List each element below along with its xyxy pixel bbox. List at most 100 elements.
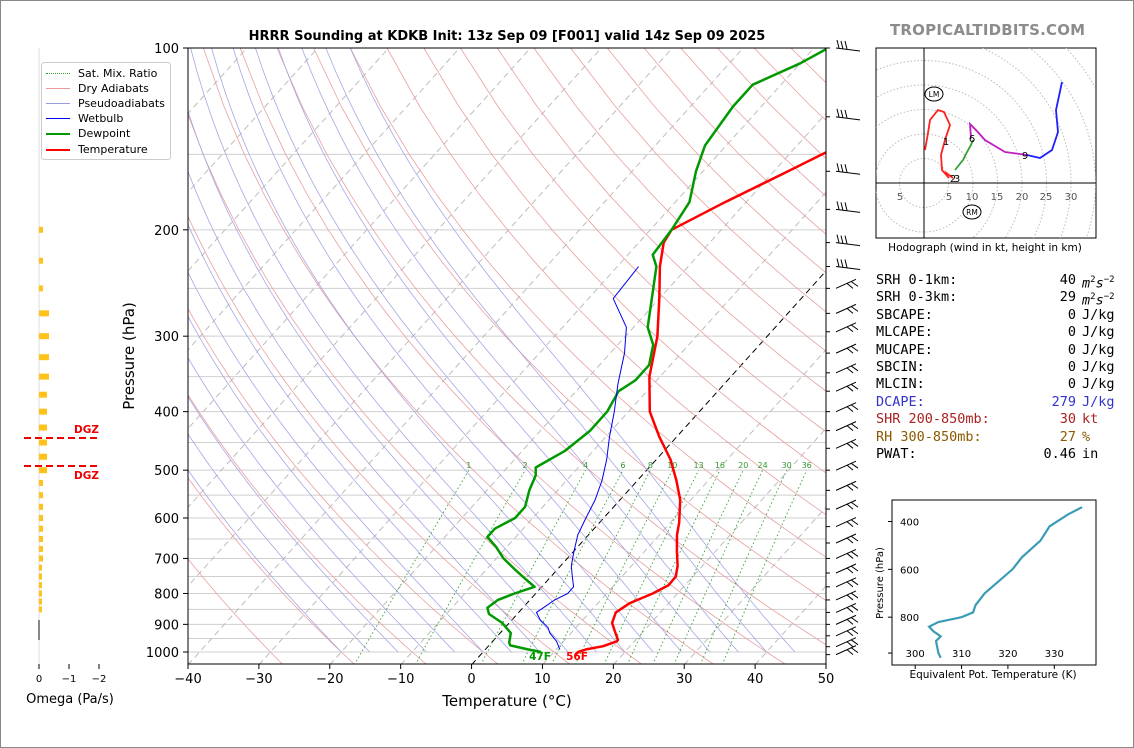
mixing-ratio-line — [673, 470, 764, 664]
dry-adiabat-line — [188, 477, 355, 664]
theta-e-x-tick-label: 300 — [906, 649, 925, 660]
pseudoadiabat-line — [349, 48, 796, 653]
legend-swatch — [46, 148, 70, 151]
pseudoadiabat-line — [325, 48, 767, 653]
legend-item-mixing-ratio: Sat. Mix. Ratio — [46, 66, 157, 81]
series-wetbulb-line — [535, 266, 639, 650]
omega-x-tick-label: 0 — [36, 674, 42, 685]
legend-swatch — [46, 88, 70, 89]
y-tick-label: 900 — [154, 618, 179, 633]
param-label: SBCIN: — [876, 358, 925, 375]
mixing-ratio-label: 2 — [523, 461, 528, 470]
mixing-ratio-label: 13 — [694, 461, 704, 470]
barb-shaft — [835, 517, 859, 528]
x-axis-label: Temperature (°C) — [441, 692, 571, 710]
omega-x-tick-label: −1 — [62, 674, 77, 685]
omega-bar — [39, 354, 49, 361]
omega-bar — [39, 545, 43, 552]
omega-bar — [39, 555, 43, 562]
hodograph-ring-label: 25 — [1040, 192, 1053, 203]
omega-bar — [39, 439, 47, 446]
wind-barb — [826, 626, 859, 637]
isotherm-line — [188, 48, 531, 430]
hodograph-frame — [875, 47, 1097, 239]
theta-e-x-tick-label: 310 — [952, 649, 971, 660]
theta-e-x-tick-label: 330 — [1045, 649, 1064, 660]
hodograph-ring-label: 30 — [1065, 192, 1078, 203]
hodograph-trace — [924, 108, 951, 179]
param-label: MUCAPE: — [876, 341, 933, 358]
param-label: SRH 0-1km: — [876, 272, 958, 288]
hodograph-height-label: 3 — [954, 174, 960, 185]
omega-bar — [39, 479, 43, 486]
barb-shaft — [835, 626, 859, 637]
mixing-ratio-label: 1 — [466, 461, 471, 470]
y-tick-label: 800 — [154, 587, 179, 602]
param-value: 279 — [1051, 393, 1076, 410]
pseudoadiabat-line — [188, 469, 342, 653]
param-label: DCAPE: — [876, 393, 925, 410]
legend-label: Sat. Mix. Ratio — [78, 67, 158, 80]
barb-shaft — [835, 460, 859, 471]
x-tick-label: −20 — [316, 672, 343, 687]
x-tick-label: 50 — [818, 672, 835, 687]
y-tick-label: 300 — [154, 330, 179, 345]
storm-motion-label: RM — [966, 208, 978, 217]
pseudoadiabat-line — [188, 223, 512, 653]
mixing-ratio-line — [354, 469, 470, 664]
param-value: 0 — [1067, 324, 1076, 341]
dry-adiabat-line — [386, 48, 826, 516]
wind-barb — [826, 563, 859, 574]
dry-adiabat-line — [188, 113, 643, 664]
param-label: SRH 0-3km: — [876, 289, 958, 306]
param-value: 0 — [1067, 376, 1076, 393]
isotherm-line — [188, 48, 602, 509]
param-unit: % — [1082, 428, 1091, 445]
dgz-label: DGZ — [74, 470, 99, 482]
dry-adiabat-line — [188, 394, 427, 664]
param-label: PWAT: — [876, 445, 917, 462]
param-label: SBCAPE: — [876, 306, 933, 323]
omega-bar — [39, 573, 42, 580]
omega-bar — [39, 582, 42, 589]
omega-bar — [39, 467, 47, 474]
hodograph-ring-label: 10 — [966, 192, 979, 203]
chart-legend: Sat. Mix. Ratio Dry Adiabats Pseudoadiab… — [41, 62, 171, 160]
omega-axis-label: Omega (Pa/s) — [26, 692, 114, 707]
pseudoadiabat-line — [188, 395, 399, 653]
legend-swatch — [46, 103, 70, 104]
x-tick-label: −10 — [387, 672, 414, 687]
isotherm-line — [471, 270, 826, 664]
wind-barb — [826, 108, 861, 121]
barb-shaft — [835, 278, 859, 289]
dry-adiabat-line — [188, 558, 283, 664]
pseudoadiabat-line — [301, 48, 739, 653]
hodograph-panel: 5 5 10 15 20 25 30 LM RM 1 6 9 23 — [875, 47, 1097, 239]
legend-label: Temperature — [78, 143, 148, 156]
omega-bar — [39, 503, 43, 510]
y-axis-label: Pressure (hPa) — [120, 302, 138, 410]
barb-shaft — [835, 438, 859, 449]
wind-barb — [826, 39, 861, 52]
param-value: 0 — [1067, 358, 1076, 375]
mixing-ratio-label: 4 — [583, 461, 588, 470]
legend-item-dewpoint: Dewpoint — [46, 126, 130, 141]
isotherm-line — [188, 48, 744, 664]
omega-bar — [39, 515, 43, 522]
wind-barb — [826, 637, 859, 648]
dry-adiabat-line — [496, 48, 826, 392]
wind-barb — [826, 438, 859, 449]
barb-shaft — [835, 381, 859, 392]
barb-shaft — [835, 548, 859, 559]
omega-bar — [39, 590, 42, 597]
omega-panel: DGZ DGZ 0 −1 −2 — [24, 48, 106, 685]
omega-bar — [39, 310, 49, 317]
hodograph-ring-label: 20 — [1016, 192, 1029, 203]
mixing-ratio-line — [652, 470, 744, 664]
omega-bar — [39, 535, 43, 542]
barb-shaft — [835, 234, 861, 247]
dry-adiabat-line — [570, 48, 826, 313]
theta-e-y-tick-label: 800 — [900, 613, 919, 624]
wind-barb — [826, 163, 861, 175]
legend-item-dry-adiabats: Dry Adiabats — [46, 81, 149, 96]
